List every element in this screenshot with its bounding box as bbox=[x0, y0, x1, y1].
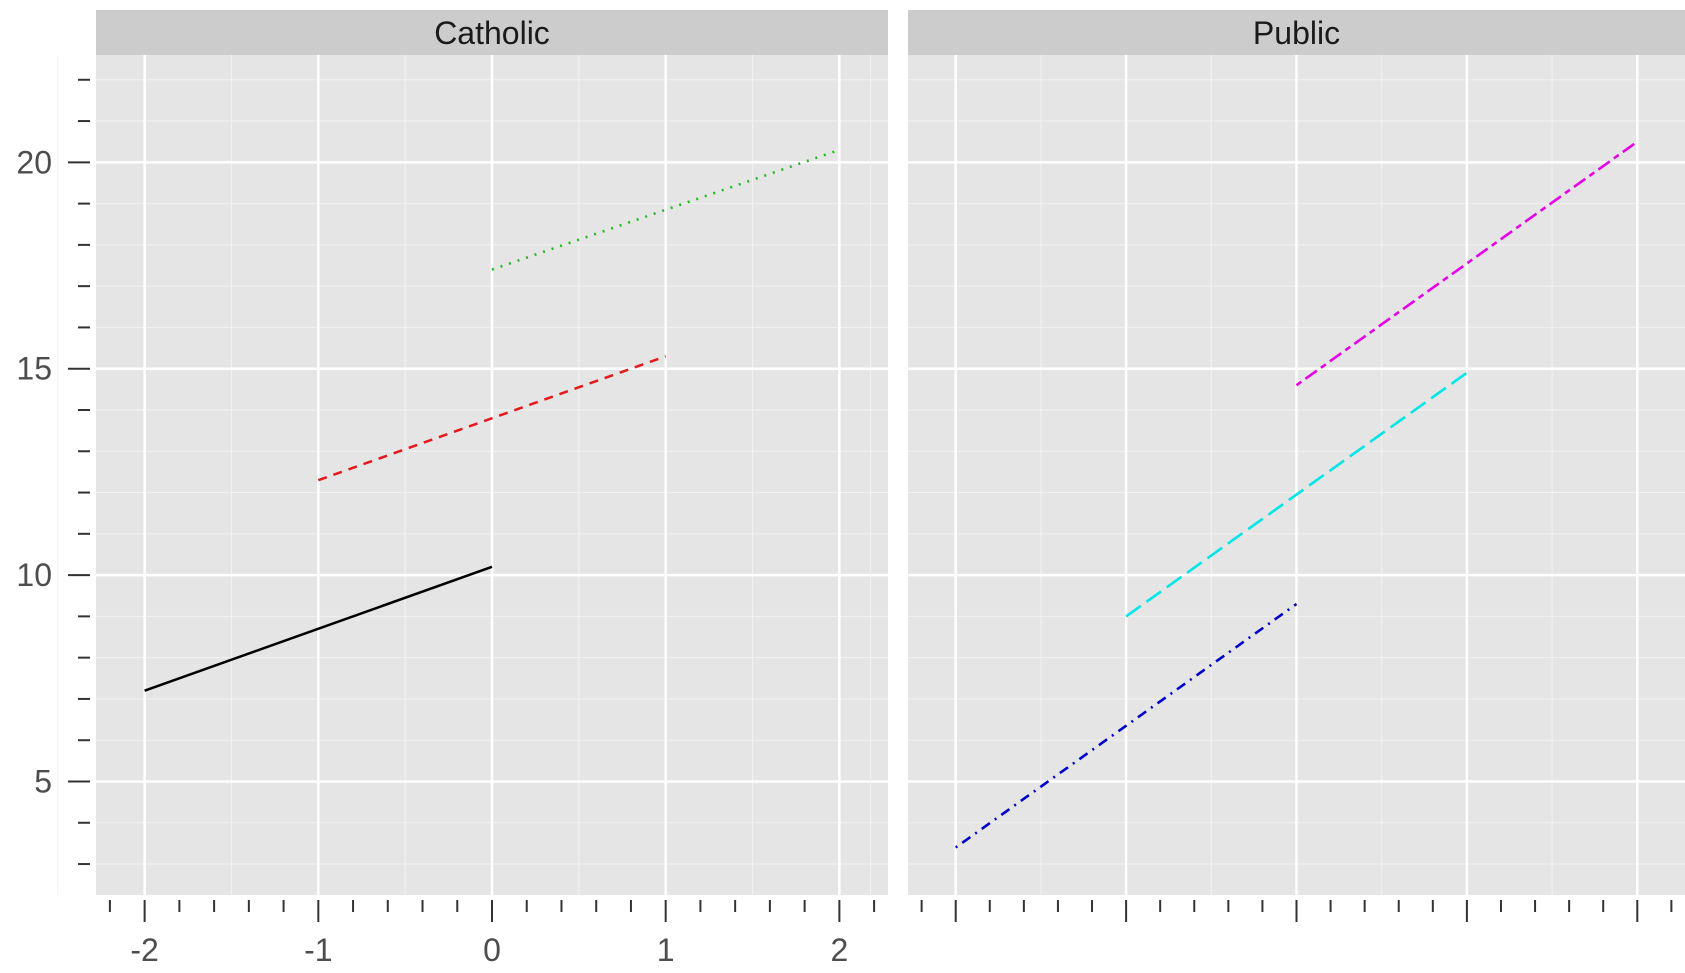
panel-catholic: Catholic bbox=[57, 10, 927, 895]
x-tick-label: 2 bbox=[830, 932, 848, 968]
facet-strip-label: Public bbox=[1253, 15, 1340, 51]
panels-layer: Catholic Public bbox=[57, 10, 1685, 895]
facet-strip bbox=[908, 10, 1685, 55]
x-tick-label: -2 bbox=[130, 932, 158, 968]
series-line-1 bbox=[144, 565, 493, 692]
series-line-2 bbox=[1125, 371, 1468, 618]
facet-strip-label: Catholic bbox=[434, 15, 550, 51]
facet-strip bbox=[96, 10, 888, 55]
y-tick-label: 15 bbox=[16, 351, 52, 387]
x-tick-label: 1 bbox=[657, 932, 675, 968]
y-tick-label: 20 bbox=[16, 144, 52, 180]
x-tick-label: -1 bbox=[304, 932, 332, 968]
y-tick-label: 10 bbox=[16, 557, 52, 593]
series-line-1 bbox=[954, 602, 1298, 849]
series-line-3 bbox=[1295, 140, 1639, 387]
x-tick-label: 0 bbox=[483, 932, 501, 968]
series-line-3 bbox=[491, 148, 840, 271]
series-line-2 bbox=[317, 355, 667, 482]
y-tick-label: 5 bbox=[34, 763, 52, 799]
axis-layer: -2 -1 0 1 2 5 10 15 20 bbox=[16, 78, 1673, 968]
panel-public: Public bbox=[870, 10, 1685, 895]
